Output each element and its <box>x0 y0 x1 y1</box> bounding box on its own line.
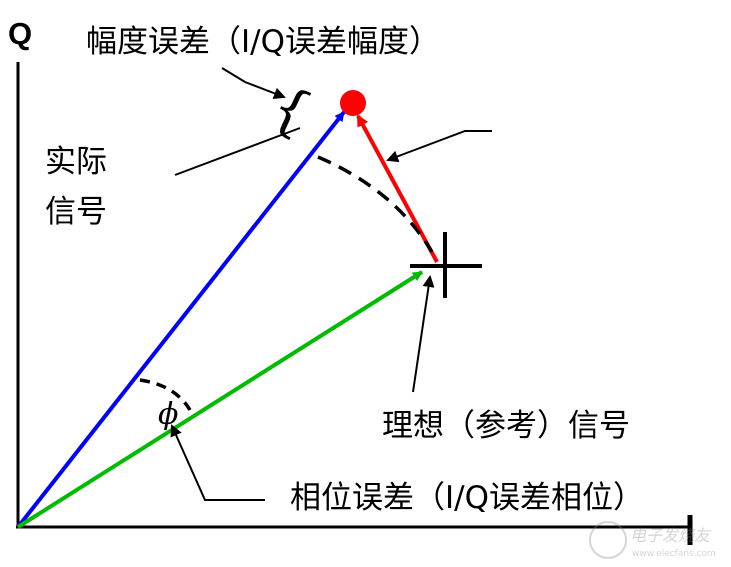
watermark-logo: 电子发烧友 www.elecfans.com <box>589 521 716 559</box>
amplitude-error-label: 幅度误差（I/Q误差幅度） <box>86 24 440 60</box>
error-vector <box>356 114 439 263</box>
svg-text:电子发烧友: 电子发烧友 <box>630 526 712 545</box>
phase-angle-arc <box>139 378 192 411</box>
svg-text:www.elecfans.com: www.elecfans.com <box>632 549 716 559</box>
actual-point <box>340 90 366 116</box>
brace: { <box>261 73 321 147</box>
phase-leader <box>170 424 265 501</box>
ideal-signal-vector <box>16 270 424 529</box>
phi-symbol: ϕ <box>158 397 178 432</box>
ideal-leader <box>412 275 435 393</box>
amplitude-leader <box>221 67 286 100</box>
ideal-signal-label: 理想（参考）信号 <box>382 408 630 444</box>
actual-signal-label-2: 信号 <box>45 194 107 230</box>
error-leader <box>386 130 492 163</box>
actual-leader <box>174 127 301 176</box>
ideal-point-crosshair <box>410 232 482 298</box>
actual-signal-vector <box>16 110 346 529</box>
q-axis-label: Q <box>8 16 32 51</box>
phase-error-label: 相位误差（I/Q误差相位） <box>290 480 644 516</box>
magnitude-arc <box>317 155 434 253</box>
actual-signal-label-1: 实际 <box>45 144 107 180</box>
